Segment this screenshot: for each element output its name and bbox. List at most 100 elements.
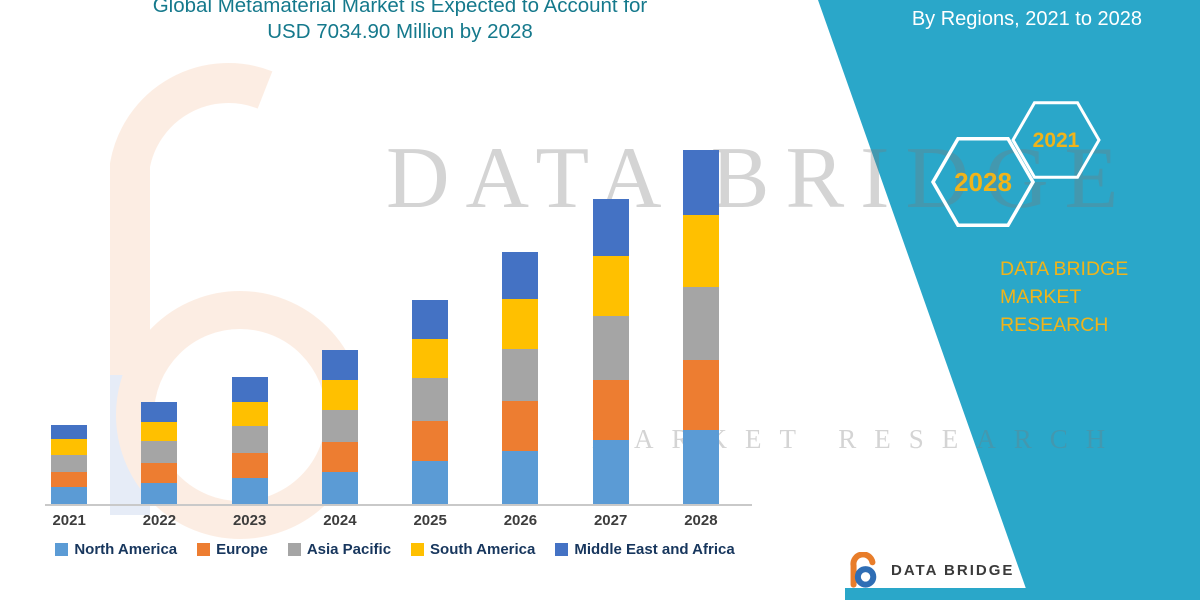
stacked-bar-chart	[24, 150, 746, 505]
x-axis-label: 2024	[323, 512, 357, 529]
segment-middle-east-and-africa	[141, 402, 178, 423]
bar-column-2022	[114, 150, 204, 505]
panel-brand-text: DATA BRIDGE MARKET RESEARCH	[1000, 255, 1200, 339]
segment-asia-pacific	[682, 287, 719, 361]
segment-europe	[321, 441, 358, 472]
segment-south-america	[231, 402, 268, 427]
x-axis-label: 2025	[413, 512, 447, 529]
segment-middle-east-and-africa	[412, 299, 449, 339]
x-axis-label: 2028	[684, 512, 718, 529]
legend-item-europe: Europe	[197, 541, 268, 558]
panel-brand-line1: DATA BRIDGE MARKET	[1000, 258, 1129, 308]
stacked-bar-2028	[682, 150, 719, 505]
hexagon-badges: 2028 2021	[930, 101, 1101, 228]
legend-item-asia-pacific: Asia Pacific	[287, 541, 392, 558]
bar-column-2024	[295, 150, 385, 505]
chart-legend: North America Europe Asia Pacific South Ame…	[10, 541, 780, 558]
chart-title: Global Metamaterial Market is Expected t…	[0, 0, 800, 45]
segment-south-america	[412, 338, 449, 379]
segment-middle-east-and-africa	[682, 150, 719, 216]
legend-label: South America	[430, 541, 536, 558]
segment-north-america	[51, 487, 88, 505]
legend-swatch	[197, 543, 211, 556]
segment-south-america	[682, 215, 719, 288]
segment-asia-pacific	[141, 441, 178, 464]
stacked-bar-2024	[321, 349, 358, 505]
legend-swatch	[411, 543, 425, 556]
segment-asia-pacific	[51, 455, 88, 473]
segment-north-america	[141, 483, 178, 505]
chart-title-line2: USD 7034.90 Million by 2028	[267, 20, 533, 43]
segment-middle-east-and-africa	[321, 349, 358, 380]
segment-europe	[51, 472, 88, 488]
segment-europe	[592, 380, 629, 441]
x-axis-label: 2026	[503, 512, 538, 529]
segment-north-america	[592, 440, 629, 505]
segment-asia-pacific	[502, 349, 539, 402]
segment-south-america	[502, 299, 539, 350]
footer-logo-banner	[845, 588, 1165, 600]
segment-europe	[412, 421, 449, 462]
legend-label: Middle East and Africa	[574, 541, 735, 558]
footer-logo-name: DATA BRIDGE	[891, 561, 1015, 579]
stacked-bar-2023	[231, 377, 268, 505]
stacked-bar-2026	[502, 252, 539, 505]
x-axis-label: 2022	[142, 512, 177, 529]
segment-north-america	[682, 430, 719, 505]
bar-column-2023	[205, 150, 295, 505]
segment-asia-pacific	[321, 409, 358, 442]
segment-north-america	[321, 471, 358, 505]
bar-column-2028	[656, 150, 746, 505]
segment-south-america	[592, 256, 629, 317]
segment-middle-east-and-africa	[592, 199, 629, 257]
chart-title-line1: Global Metamaterial Market is Expected t…	[152, 0, 648, 17]
stacked-bar-2025	[412, 299, 449, 505]
segment-south-america	[321, 379, 358, 410]
x-axis-line	[45, 504, 752, 506]
segment-north-america	[412, 461, 449, 505]
legend-item-middle-east-and-africa: Middle East and Africa	[555, 541, 735, 558]
x-axis-label: 2023	[232, 512, 267, 529]
hexagon-2021-year: 2021	[1033, 129, 1080, 152]
legend-label: Asia Pacific	[306, 541, 392, 558]
segment-north-america	[231, 478, 268, 505]
segment-asia-pacific	[592, 316, 629, 381]
segment-europe	[682, 360, 719, 431]
legend-item-south-america: South America	[411, 541, 535, 558]
segment-middle-east-and-africa	[502, 252, 539, 300]
legend-swatch	[55, 543, 69, 556]
x-axis-label: 2021	[52, 512, 86, 529]
bar-column-2026	[475, 150, 565, 505]
bar-column-2027	[566, 150, 656, 505]
segment-middle-east-and-africa	[51, 424, 88, 440]
segment-south-america	[141, 422, 178, 442]
bar-column-2021	[24, 150, 114, 505]
hexagon-2028	[930, 136, 1036, 228]
hexagon-2021	[1011, 101, 1101, 179]
segment-south-america	[51, 439, 88, 456]
segment-middle-east-and-africa	[231, 377, 268, 403]
legend-label: North America	[74, 541, 178, 558]
bar-column-2025	[385, 150, 475, 505]
legend-item-north-america: North America	[55, 541, 177, 558]
segment-north-america	[502, 451, 539, 505]
footer-logo-icon	[850, 552, 877, 588]
segment-europe	[141, 463, 178, 484]
stacked-bar-2027	[592, 199, 629, 505]
x-axis-labels: 2021 2022 2023 2024 2025 2026 2027 2028	[24, 512, 746, 529]
hexagon-2028-year: 2028	[954, 167, 1012, 197]
panel-heading: By Regions, 2021 to 2028	[911, 8, 1142, 30]
stacked-bar-2021	[51, 424, 88, 505]
x-axis-label: 2027	[593, 512, 628, 529]
panel-brand-line2: RESEARCH	[1000, 314, 1109, 336]
footer-logo: DATA BRIDGE	[843, 552, 1165, 600]
segment-europe	[231, 453, 268, 479]
legend-label: Europe	[216, 541, 268, 558]
segment-asia-pacific	[231, 426, 268, 454]
segment-europe	[502, 401, 539, 452]
segment-asia-pacific	[412, 378, 449, 422]
legend-swatch	[555, 543, 569, 556]
legend-swatch	[287, 543, 301, 556]
stacked-bar-2022	[141, 402, 178, 505]
